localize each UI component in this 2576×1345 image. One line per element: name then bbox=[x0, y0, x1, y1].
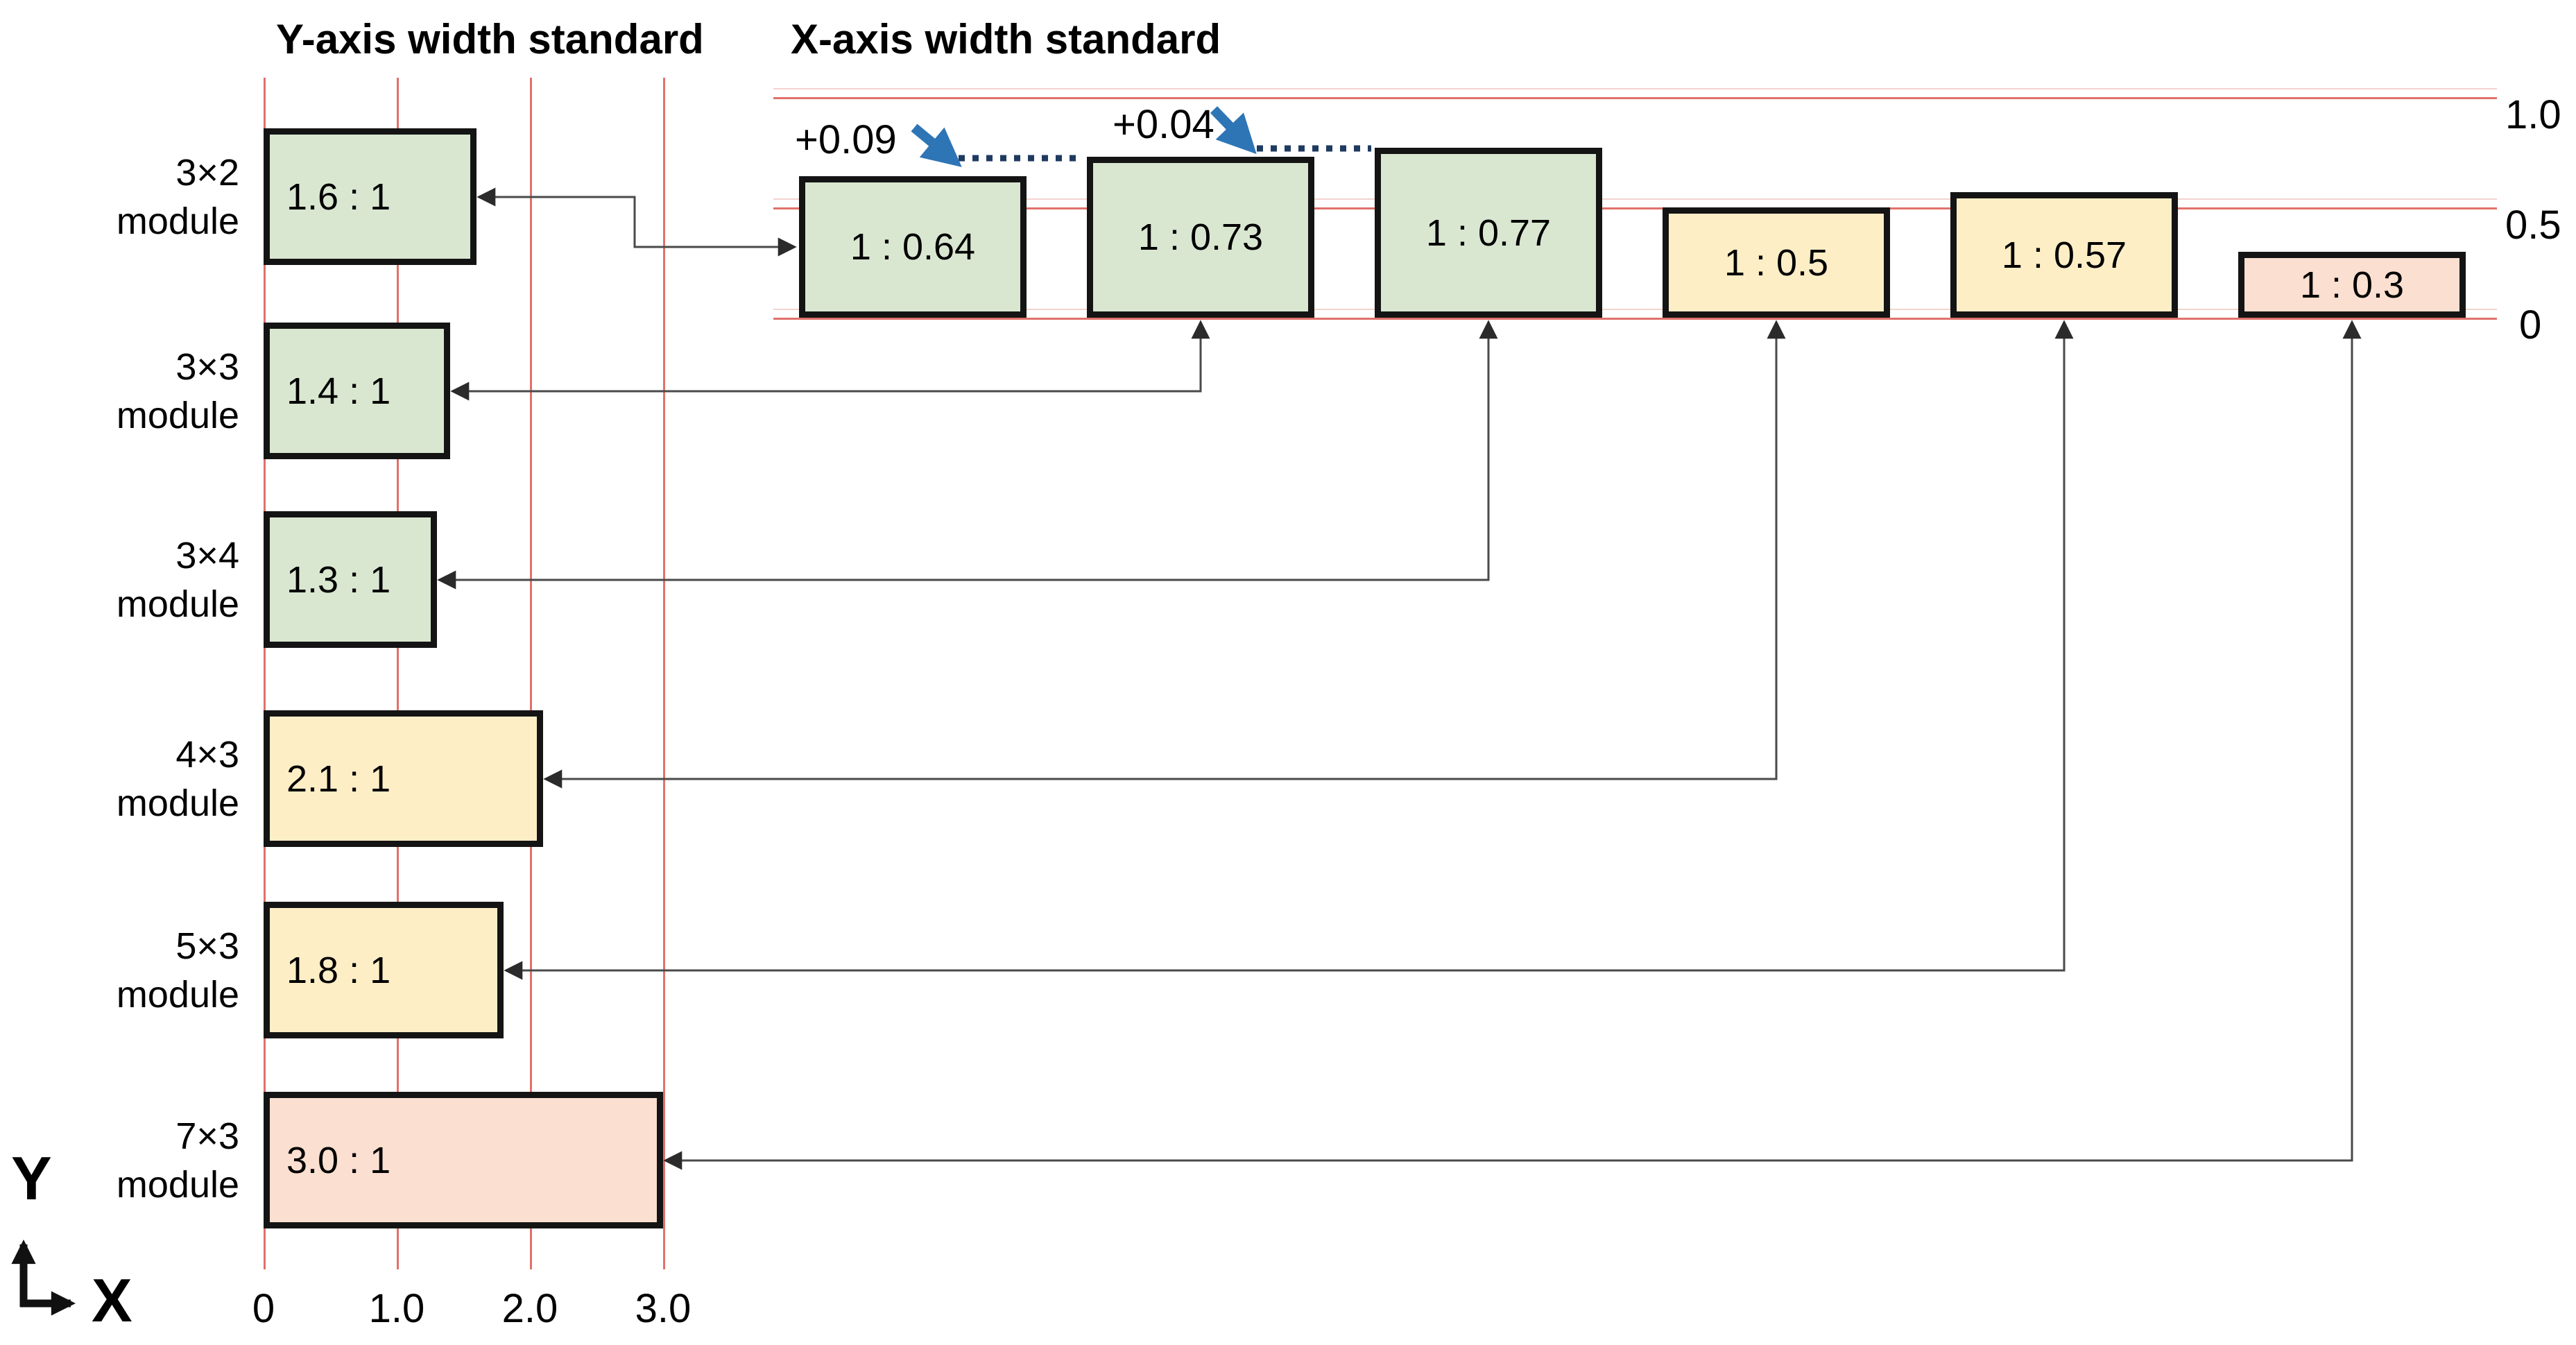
module-label-size: 3×4 bbox=[175, 535, 239, 576]
connector-arrow-1 bbox=[450, 320, 1210, 401]
connector-arrow-2 bbox=[437, 320, 1498, 590]
left-bar-ratio-label: 3.0 : 1 bbox=[286, 1139, 391, 1181]
right-gridline-1 bbox=[773, 207, 2497, 209]
module-label-size: 7×3 bbox=[175, 1115, 239, 1157]
annotation-plus-009: +0.09 bbox=[795, 117, 897, 162]
y-axis-letter: Y bbox=[11, 1144, 52, 1213]
connector-arrow-3 bbox=[543, 320, 1786, 789]
left-bar-ratio-label: 1.4 : 1 bbox=[286, 370, 391, 412]
right-bar-ratio-label: 1 : 0.64 bbox=[850, 226, 976, 268]
left-bar-ratio-label: 1.3 : 1 bbox=[286, 558, 391, 601]
right-bar-ratio-label: 1 : 0.57 bbox=[2001, 234, 2127, 276]
right-gridline-2 bbox=[773, 318, 2497, 320]
module-label-word: module bbox=[116, 200, 239, 242]
right-axis-tick-1.0: 1.0 bbox=[2505, 92, 2561, 137]
module-label-word: module bbox=[116, 782, 239, 824]
right-chart-title: X-axis width standard bbox=[791, 16, 1221, 62]
right-gridline-faint-1 bbox=[773, 198, 2497, 200]
module-label-size: 4×3 bbox=[175, 734, 239, 776]
module-label-3×2: 3×2 module bbox=[117, 148, 239, 246]
module-label-word: module bbox=[116, 395, 239, 436]
module-label-word: module bbox=[116, 974, 239, 1016]
left-gridline-2 bbox=[530, 78, 532, 1269]
left-gridline-1 bbox=[397, 78, 399, 1269]
left-bar-3×3: 1.4 : 1 bbox=[264, 323, 450, 459]
module-label-4×3: 4×3 module bbox=[117, 730, 239, 828]
right-bar-1:0.3: 1 : 0.3 bbox=[2238, 252, 2466, 318]
module-label-size: 5×3 bbox=[175, 925, 239, 967]
right-axis-tick-0: 0 bbox=[2519, 302, 2542, 348]
left-bar-7×3: 3.0 : 1 bbox=[264, 1092, 663, 1228]
right-bar-1:0.5: 1 : 0.5 bbox=[1663, 207, 1890, 318]
annotation-arrow-1 bbox=[911, 123, 962, 167]
left-bar-4×3: 2.1 : 1 bbox=[264, 710, 543, 847]
left-chart-title: Y-axis width standard bbox=[276, 16, 704, 62]
right-bar-1:0.77: 1 : 0.77 bbox=[1375, 148, 1602, 318]
left-axis-tick-1: 1.0 bbox=[368, 1286, 425, 1331]
right-axis-tick-0.5: 0.5 bbox=[2505, 203, 2561, 248]
right-bar-ratio-label: 1 : 0.77 bbox=[1425, 212, 1552, 254]
module-label-size: 3×3 bbox=[175, 346, 239, 388]
left-axis-tick-3: 3.0 bbox=[635, 1286, 692, 1331]
left-axis-tick-0: 0 bbox=[252, 1286, 275, 1331]
right-gridline-faint-0 bbox=[773, 88, 2497, 89]
left-bar-ratio-label: 1.6 : 1 bbox=[286, 175, 391, 218]
module-label-7×3: 7×3 module bbox=[117, 1112, 239, 1209]
left-gridline-3 bbox=[663, 78, 665, 1269]
connector-arrow-5 bbox=[663, 320, 2362, 1170]
right-bar-ratio-label: 1 : 0.5 bbox=[1724, 241, 1829, 284]
module-label-word: module bbox=[116, 1164, 239, 1206]
module-label-3×4: 3×4 module bbox=[117, 531, 239, 628]
left-gridline-0 bbox=[264, 78, 266, 1269]
right-bar-ratio-label: 1 : 0.73 bbox=[1137, 216, 1264, 258]
right-bar-ratio-label: 1 : 0.3 bbox=[2299, 264, 2405, 306]
right-bar-1:0.57: 1 : 0.57 bbox=[1950, 192, 2178, 318]
right-bar-1:0.73: 1 : 0.73 bbox=[1087, 157, 1314, 318]
left-bar-3×4: 1.3 : 1 bbox=[264, 511, 437, 648]
right-bar-1:0.64: 1 : 0.64 bbox=[799, 176, 1027, 318]
annotation-plus-004: +0.04 bbox=[1113, 102, 1214, 147]
left-axis-tick-2: 2.0 bbox=[501, 1286, 558, 1331]
annotation-arrow-2 bbox=[1210, 106, 1257, 155]
module-label-word: module bbox=[116, 583, 239, 625]
left-bar-ratio-label: 2.1 : 1 bbox=[286, 757, 391, 800]
left-bar-ratio-label: 1.8 : 1 bbox=[286, 949, 391, 991]
connector-arrow-0 bbox=[476, 187, 797, 257]
connector-arrow-4 bbox=[504, 320, 2074, 980]
left-bar-3×2: 1.6 : 1 bbox=[264, 128, 476, 265]
module-label-size: 3×2 bbox=[175, 152, 239, 194]
module-label-5×3: 5×3 module bbox=[117, 922, 239, 1019]
left-bar-5×3: 1.8 : 1 bbox=[264, 902, 504, 1038]
right-gridline-0 bbox=[773, 97, 2497, 99]
right-gridline-faint-2 bbox=[773, 309, 2497, 310]
module-label-3×3: 3×3 module bbox=[117, 343, 239, 440]
x-axis-letter: X bbox=[92, 1266, 132, 1335]
